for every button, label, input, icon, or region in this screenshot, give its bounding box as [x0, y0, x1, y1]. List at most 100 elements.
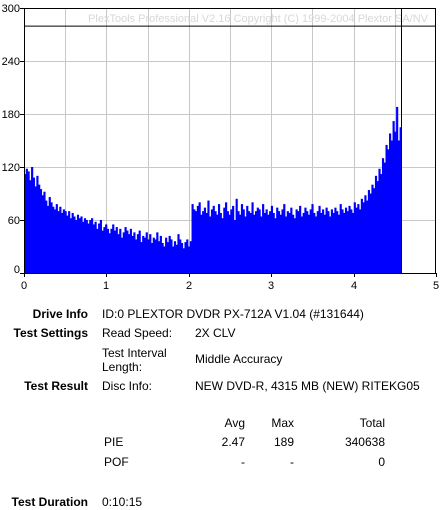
pie-bar	[276, 207, 279, 273]
pie-bar	[369, 193, 372, 273]
pie-bar	[89, 220, 92, 273]
pie-bar	[390, 140, 393, 273]
pie-bar	[124, 227, 127, 273]
pie-bar	[381, 158, 385, 273]
pie-bar	[239, 214, 242, 273]
pie-bar	[112, 224, 115, 273]
pie-bar	[186, 239, 189, 273]
drive-info-label: Drive Info	[32, 307, 88, 321]
x-tick-label: 2	[186, 280, 192, 292]
pie-bar	[323, 214, 326, 273]
y-tick-label: 120	[2, 162, 20, 174]
pie-bar	[75, 220, 78, 273]
y-tick-label: 240	[2, 56, 20, 68]
pie-bar	[292, 214, 295, 273]
pie-bar	[172, 246, 175, 273]
pie-bar	[29, 180, 32, 273]
pie-bar	[383, 162, 386, 273]
pie-bar	[230, 209, 233, 273]
pie-bar	[225, 202, 228, 273]
pie-bar	[142, 235, 145, 273]
read-speed-label: Read Speed:	[102, 326, 173, 340]
table-header-total: Total	[359, 416, 385, 430]
pie-bar	[117, 234, 120, 273]
pie-bar	[355, 207, 358, 273]
pie-bar	[200, 214, 203, 273]
pie-bar	[161, 242, 164, 273]
pie-bar	[350, 209, 353, 273]
pie-bar	[193, 209, 196, 273]
pie-bar	[182, 248, 185, 273]
pie-bar	[314, 216, 318, 273]
pie-bar	[61, 212, 64, 273]
pie-bar	[156, 232, 159, 273]
pie-avg: 2.47	[221, 435, 245, 449]
pie-bar	[255, 211, 258, 273]
pie-bar	[83, 218, 87, 273]
pie-bar	[92, 224, 95, 273]
pie-bar	[327, 211, 330, 273]
pie-bar	[135, 239, 138, 273]
pie-bar	[136, 234, 140, 273]
pie-bar	[353, 202, 356, 273]
pie-bar	[168, 235, 171, 273]
pie-bar	[244, 216, 247, 273]
pie-bar	[147, 239, 150, 273]
pie-bar	[279, 214, 282, 273]
pie-bar	[175, 244, 178, 273]
pie-bar	[267, 214, 270, 273]
pie-bar	[80, 216, 83, 273]
drive-info-value: ID:0 PLEXTOR DVDR PX-712A V1.04 (#131644…	[102, 307, 364, 321]
pie-bar	[98, 223, 101, 273]
interval-value: Middle Accuracy	[195, 352, 283, 366]
pie-bar	[351, 212, 355, 273]
pie-bar	[366, 200, 369, 273]
pie-bar	[223, 207, 226, 273]
x-tick-label: 0	[21, 280, 27, 292]
pie-bar	[290, 207, 293, 273]
pie-bar	[212, 205, 215, 273]
pie-bar	[346, 211, 349, 273]
pie-bar	[300, 216, 304, 273]
pie-bar	[191, 204, 194, 273]
pie-bar	[359, 209, 362, 273]
pie-bar	[52, 206, 55, 273]
pie-bar	[143, 237, 147, 273]
pie-bar	[274, 218, 277, 273]
pie-bar	[341, 209, 344, 273]
pie-bar	[189, 241, 192, 273]
pie-bar	[53, 209, 57, 273]
pie-bar	[25, 168, 28, 273]
pie-bar	[64, 211, 67, 273]
pie-bar	[66, 215, 69, 273]
pie-bar	[166, 242, 169, 273]
pie-bar	[284, 216, 288, 273]
pie-bar	[45, 200, 48, 273]
pie-bar	[336, 211, 339, 273]
pie-bar	[272, 212, 275, 273]
interval-label-line1: Test Interval	[102, 346, 167, 360]
pie-bar	[392, 121, 395, 273]
pie-bar	[91, 218, 94, 273]
pie-bar	[129, 228, 132, 273]
y-tick-label: 60	[8, 215, 20, 227]
pie-bar	[41, 195, 44, 273]
pie-bar	[389, 133, 392, 273]
pie-bar	[253, 214, 256, 273]
interval-label-line2: Length:	[102, 360, 143, 374]
pie-bar	[286, 211, 289, 273]
pie-bar	[43, 191, 46, 273]
pie-bar	[270, 205, 274, 273]
pie-bar	[105, 224, 108, 273]
pie-bar	[145, 232, 148, 273]
pie-bar	[339, 204, 342, 273]
pie-bar	[106, 228, 110, 273]
pie-bar	[260, 216, 263, 273]
pie-bar	[209, 216, 212, 273]
pie-bar	[318, 205, 321, 273]
x-tick-label: 4	[351, 280, 357, 292]
pie-bar	[32, 177, 35, 273]
pie-bar	[233, 220, 237, 273]
pie-bar	[297, 211, 300, 273]
pie-bar	[149, 234, 152, 273]
